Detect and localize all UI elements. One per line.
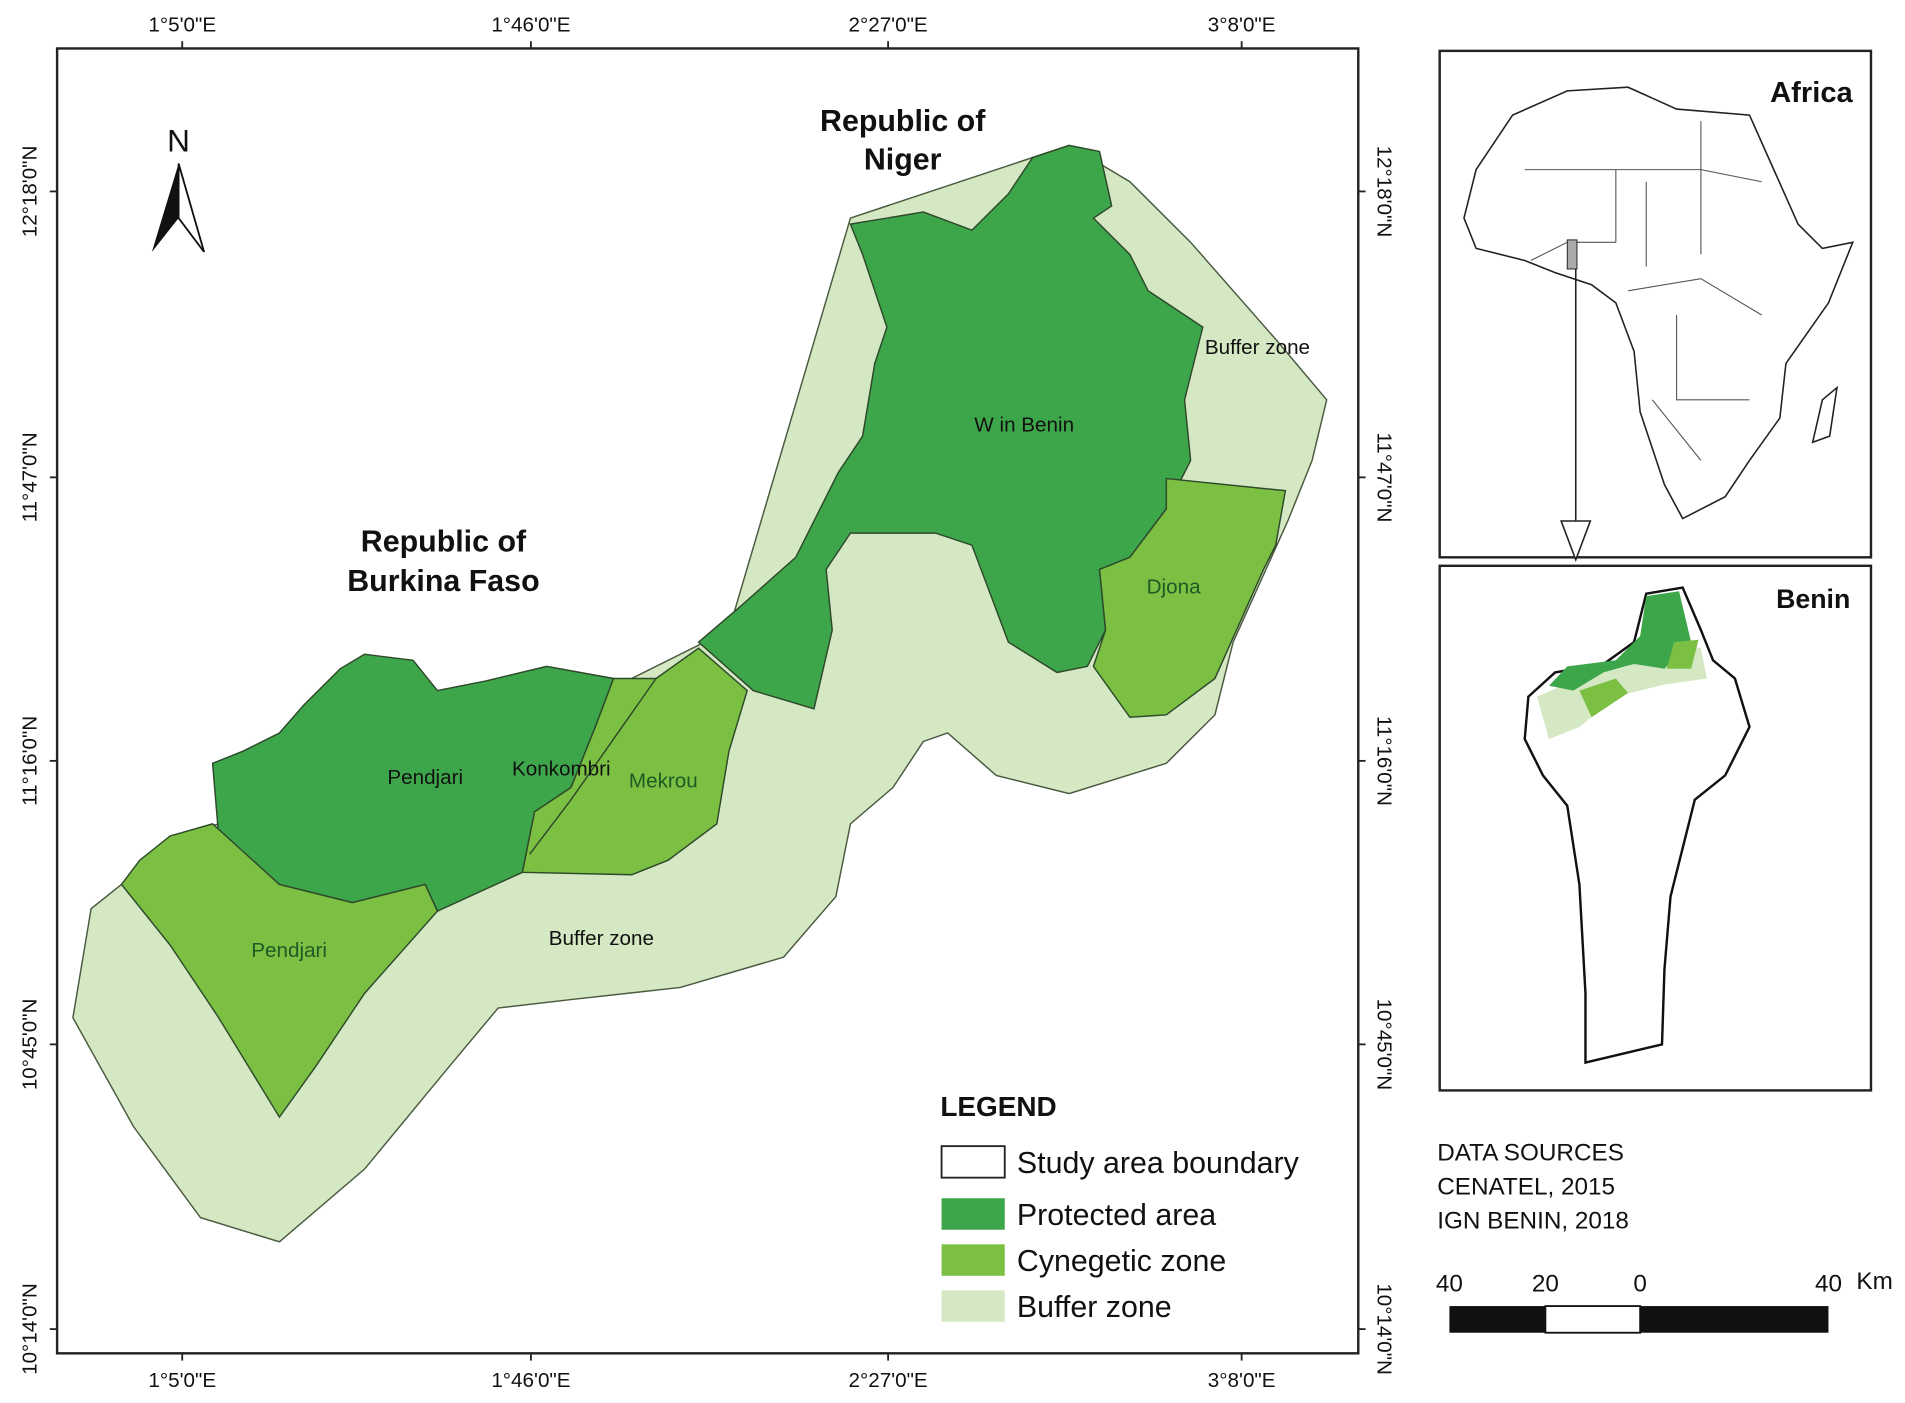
scale-label: 40 <box>1436 1271 1463 1298</box>
benin-highlight <box>1566 239 1578 270</box>
inset-title: Benin <box>1776 584 1850 614</box>
scale-segment <box>1449 1306 1546 1333</box>
zone-label: Djona <box>1147 576 1201 599</box>
lat-label: 11°47'0"N <box>18 432 41 522</box>
ticks <box>49 41 1366 1361</box>
country-label: Burkina Faso <box>347 565 539 598</box>
lat-label: 10°45'0"N <box>1373 999 1396 1091</box>
madagascar-outline <box>1811 385 1839 444</box>
lon-label: 1°46'0"E <box>491 1369 570 1392</box>
lon-label: 1°5'0"E <box>148 14 216 37</box>
source-text: CENATEL, 2015 <box>1437 1174 1615 1201</box>
scale-segment <box>1640 1306 1829 1333</box>
inset-title: Africa <box>1770 77 1853 109</box>
lat-label: 12°18'0"N <box>1373 146 1396 238</box>
benin-protected <box>1549 591 1692 691</box>
lat-label: 12°18'0"N <box>18 146 41 238</box>
cynegetic-zone <box>120 823 439 1119</box>
legend-swatch <box>941 1198 1005 1230</box>
zone-label: Pendjari <box>251 939 327 962</box>
legend-label: Buffer zone <box>1017 1291 1172 1324</box>
zone-label: Buffer zone <box>1205 336 1310 359</box>
lat-label: 11°16'0"N <box>18 716 41 806</box>
country-label: Niger <box>864 144 942 177</box>
lat-label: 10°45'0"N <box>18 999 41 1091</box>
legend-title: LEGEND <box>940 1091 1056 1122</box>
lat-label: 10°14'0"N <box>18 1283 41 1375</box>
lon-label: 3°8'0"E <box>1208 14 1276 37</box>
legend-swatch <box>940 1145 1006 1179</box>
legend-swatch <box>941 1290 1005 1322</box>
scale-segment <box>1544 1305 1642 1334</box>
lon-label: 3°8'0"E <box>1208 1369 1276 1392</box>
scale-unit: Km <box>1856 1268 1892 1295</box>
zone-label: W in Benin <box>974 413 1074 436</box>
north-arrow <box>177 163 205 253</box>
protected-area <box>697 144 1204 710</box>
lat-label: 11°16'0"N <box>1373 716 1396 806</box>
legend-label: Study area boundary <box>1017 1147 1300 1180</box>
zone-divider <box>529 678 657 855</box>
locator-arrow <box>1560 520 1592 562</box>
africa-outline <box>1463 86 1855 520</box>
zone-label: Pendjari <box>387 766 463 789</box>
north-arrow <box>151 163 179 253</box>
zone-label: Buffer zone <box>549 927 654 950</box>
source-text: IGN BENIN, 2018 <box>1437 1208 1629 1235</box>
scale-label: 40 <box>1815 1271 1842 1298</box>
legend-label: Cynegetic zone <box>1017 1245 1226 1278</box>
benin-cynegetic <box>1579 639 1699 718</box>
legend-label: Protected area <box>1017 1199 1216 1232</box>
lon-label: 2°27'0"E <box>849 1369 928 1392</box>
zone-label: Konkombri <box>512 757 611 780</box>
lon-label: 1°46'0"E <box>491 14 570 37</box>
country-label: Republic of <box>820 105 986 138</box>
lon-label: 2°27'0"E <box>849 14 928 37</box>
north-label: N <box>167 122 190 158</box>
lon-label: 1°5'0"E <box>148 1369 216 1392</box>
cynegetic-zone <box>521 647 749 876</box>
lat-label: 10°14'0"N <box>1373 1283 1396 1375</box>
lat-label: 11°47'0"N <box>1373 432 1396 522</box>
zone-label: Mekrou <box>629 770 698 793</box>
country-label: Republic of <box>361 525 527 558</box>
source-text: DATA SOURCES <box>1437 1140 1624 1167</box>
legend-swatch <box>941 1244 1005 1276</box>
scale-label: 20 <box>1532 1271 1559 1298</box>
scale-label: 0 <box>1633 1271 1647 1298</box>
cynegetic-zone <box>1092 477 1287 719</box>
